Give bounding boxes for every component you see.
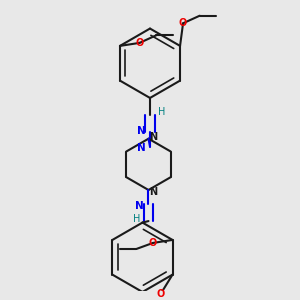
Text: O: O — [156, 289, 165, 299]
Text: H: H — [133, 214, 140, 224]
Text: N: N — [136, 143, 145, 153]
Text: H: H — [158, 107, 166, 117]
Text: O: O — [179, 18, 187, 28]
Text: N: N — [149, 132, 157, 142]
Text: N: N — [149, 187, 157, 196]
Text: O: O — [149, 238, 157, 248]
Text: O: O — [135, 38, 144, 48]
Text: N: N — [136, 125, 145, 136]
Text: N: N — [135, 201, 144, 211]
